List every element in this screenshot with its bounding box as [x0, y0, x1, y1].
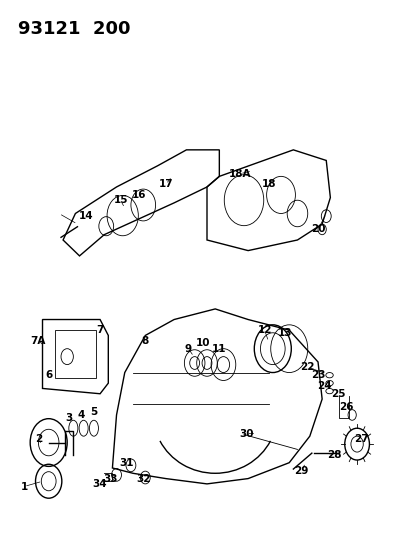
Text: 10: 10 [195, 338, 210, 349]
Text: 5: 5 [90, 407, 97, 417]
Text: 32: 32 [136, 474, 150, 483]
Text: 18A: 18A [228, 169, 251, 179]
Text: 33: 33 [103, 474, 117, 483]
Text: 29: 29 [294, 466, 308, 475]
Text: 22: 22 [300, 362, 314, 372]
Text: 23: 23 [310, 370, 325, 380]
Text: 24: 24 [316, 381, 331, 391]
Text: 16: 16 [132, 190, 146, 200]
Text: 14: 14 [78, 211, 93, 221]
Text: 2: 2 [35, 434, 42, 444]
Text: 9: 9 [185, 344, 192, 354]
Text: 11: 11 [211, 344, 226, 354]
Text: 20: 20 [310, 224, 325, 235]
Text: 18: 18 [261, 179, 275, 189]
Text: 15: 15 [113, 195, 128, 205]
Text: 1: 1 [20, 481, 28, 491]
Text: 28: 28 [326, 450, 341, 460]
Text: 12: 12 [257, 325, 271, 335]
Text: 31: 31 [119, 458, 134, 467]
Text: 8: 8 [141, 336, 149, 346]
Text: 4: 4 [78, 410, 85, 420]
Text: 27: 27 [353, 434, 368, 444]
Text: 3: 3 [65, 413, 73, 423]
Text: 34: 34 [93, 479, 107, 489]
Text: 17: 17 [158, 179, 173, 189]
Text: 7A: 7A [31, 336, 46, 346]
Text: 93121  200: 93121 200 [18, 20, 130, 38]
Text: 26: 26 [339, 402, 353, 412]
Text: 6: 6 [45, 370, 52, 380]
Text: 7: 7 [96, 325, 104, 335]
Text: 13: 13 [277, 328, 292, 338]
Text: 30: 30 [238, 429, 253, 439]
Text: 25: 25 [330, 389, 345, 399]
